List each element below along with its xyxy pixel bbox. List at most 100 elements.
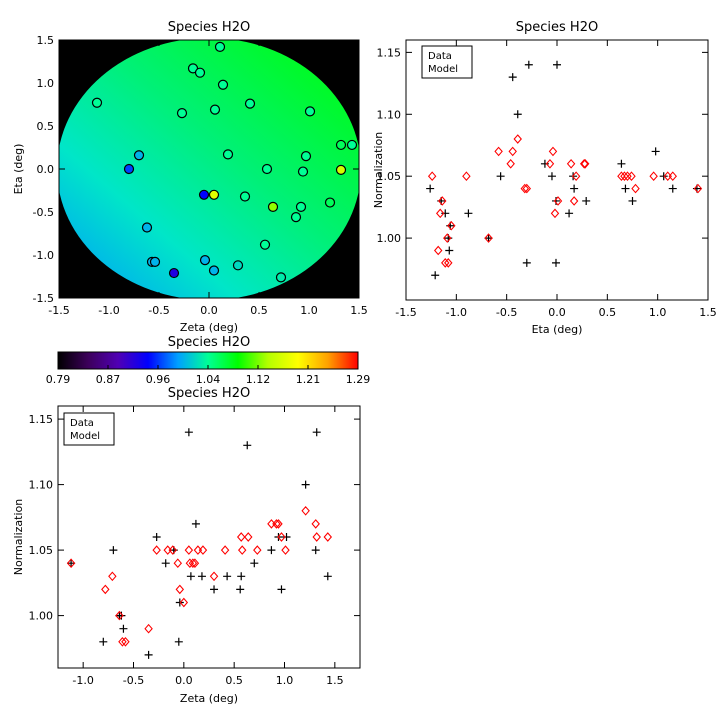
0-xtick-label: 0.0: [200, 304, 218, 317]
3-xtick-label: 0.0: [175, 674, 193, 687]
map-point: [194, 67, 206, 78]
data-point: [426, 184, 435, 193]
colorbar-title: Species H2O: [168, 335, 250, 350]
map-point: [346, 139, 358, 151]
model-point: [118, 636, 127, 647]
3-xtick-label: 1.0: [276, 674, 294, 687]
data-point: [67, 559, 76, 568]
data-point: [117, 611, 126, 620]
model-point: [627, 171, 636, 182]
0-xtick-label: 0.5: [250, 304, 268, 317]
data-point: [109, 546, 118, 555]
0-ytick-label: -1.5: [33, 292, 54, 305]
colorbar-tick-label: 1.29: [346, 373, 371, 386]
map-point: [141, 222, 153, 233]
map-title: Species H2O: [168, 20, 250, 35]
data-point: [508, 73, 517, 82]
data-point: [553, 60, 561, 69]
model-point: [435, 208, 445, 219]
model-point: [462, 171, 471, 182]
model-point: [433, 245, 443, 256]
data-point: [210, 585, 219, 594]
model-point: [188, 558, 198, 569]
data-point: [236, 585, 245, 594]
2-ytick-label: 1.10: [377, 108, 402, 121]
map-point: [267, 201, 279, 212]
model-point: [571, 171, 581, 182]
data-point: [668, 184, 677, 193]
0-xtick-label: -1.0: [98, 304, 119, 317]
model-point: [209, 571, 219, 582]
map-field-disc: [59, 40, 359, 298]
data-point: [441, 209, 450, 218]
2-ytick-label: 1.05: [377, 170, 402, 183]
data-point: [119, 624, 128, 633]
0-ytick-label: -1.0: [33, 249, 54, 262]
model-point: [631, 183, 640, 194]
data-point: [582, 196, 591, 205]
model-point: [620, 171, 629, 182]
model-point: [617, 171, 626, 182]
map-point: [209, 104, 221, 115]
model-point: [236, 532, 246, 542]
map-point: [259, 239, 271, 250]
3-xtick-label: -1.0: [72, 674, 93, 687]
0-xtick-label: -1.5: [48, 304, 69, 317]
data-point: [540, 159, 549, 168]
eta-scatter-ylabel: Normalization: [372, 132, 385, 208]
0-xtick-label: 1.0: [300, 304, 318, 317]
map-point: [239, 191, 251, 202]
map-point: [168, 267, 180, 279]
eta-scatter-title: Species H2O: [516, 20, 598, 35]
data-point: [184, 428, 193, 437]
model-point: [553, 196, 563, 206]
data-point: [267, 546, 276, 555]
map-point: [199, 255, 211, 266]
model-point: [444, 258, 453, 268]
zeta-scatter-axes: -1.0 -0.5 0.0 0.5 1.0 1.5 1.00 1.05 1.10 1.15: [29, 406, 360, 687]
map-point: [300, 151, 312, 162]
0-ytick-label: -0.5: [33, 206, 54, 219]
2-xtick-label: -1.0: [446, 306, 467, 319]
zeta-scatter-marks: [66, 428, 333, 659]
data-point: [301, 480, 310, 489]
model-point: [66, 558, 76, 569]
map-point: [214, 41, 226, 52]
data-point: [311, 546, 320, 555]
2-xtick-label: -1.5: [395, 306, 416, 319]
model-point: [312, 532, 321, 542]
model-point: [545, 158, 555, 169]
map-point: [324, 197, 336, 208]
map-point: [275, 272, 287, 283]
zeta-legend-model: Model: [70, 431, 100, 442]
model-point: [301, 505, 310, 516]
colorbar-tick-label: 1.21: [296, 373, 321, 386]
2-xtick-label: 0.5: [599, 306, 617, 319]
zeta-scatter-title: Species H2O: [168, 386, 250, 401]
model-point: [522, 183, 532, 194]
colorbar: Species H2O 0.79 0.87 0.96 1.04 1.12 1.21 1.29: [46, 335, 371, 386]
colorbar-tick-label: 1.12: [246, 373, 271, 386]
map-point: [149, 256, 161, 267]
model-point: [323, 532, 333, 542]
map-point: [91, 97, 103, 108]
zeta-scatter-frame: [57, 405, 361, 669]
model-point: [274, 519, 283, 529]
data-point: [237, 572, 246, 581]
map-point: [123, 163, 135, 175]
map-panel: Species H2O -1.5 -1.0 -0.5 0.0 0.5 1.0 1.5-1.5…: [12, 20, 368, 334]
model-point: [144, 623, 153, 634]
data-point: [99, 637, 108, 646]
zeta-scatter-xlabel: Zeta (deg): [180, 692, 238, 705]
colorbar-ticks: 0.79 0.87 0.96 1.04 1.12 1.21 1.29: [46, 365, 371, 386]
data-point: [152, 533, 161, 541]
data-point: [312, 428, 321, 437]
2-xtick-label: 1.0: [649, 306, 667, 319]
map-point: [261, 163, 273, 175]
data-point: [197, 572, 206, 581]
model-point: [579, 158, 589, 169]
model-point: [244, 532, 253, 542]
model-point: [184, 545, 194, 555]
model-point: [566, 158, 576, 169]
eta-legend-data: Data: [428, 51, 452, 62]
